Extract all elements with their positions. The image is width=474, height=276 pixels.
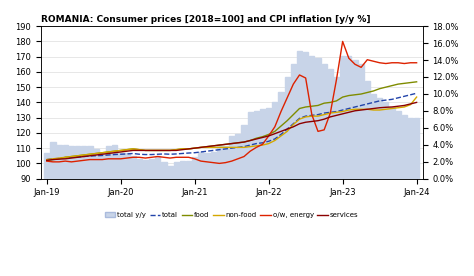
Bar bbox=[334, 77, 339, 179]
Bar bbox=[143, 160, 148, 179]
Bar bbox=[284, 77, 290, 179]
Bar bbox=[167, 166, 173, 179]
Bar bbox=[192, 156, 197, 179]
Bar bbox=[328, 68, 333, 179]
Bar bbox=[291, 64, 296, 179]
Bar bbox=[401, 115, 407, 179]
Bar bbox=[69, 147, 74, 179]
Bar bbox=[358, 64, 364, 179]
Bar bbox=[198, 152, 203, 179]
Bar bbox=[303, 52, 308, 179]
Bar bbox=[235, 134, 240, 179]
Bar bbox=[217, 147, 222, 179]
Bar bbox=[44, 153, 49, 179]
Bar bbox=[81, 146, 86, 179]
Bar bbox=[149, 159, 154, 179]
Bar bbox=[130, 156, 136, 179]
Bar bbox=[278, 92, 283, 179]
Bar bbox=[137, 159, 142, 179]
Bar bbox=[63, 145, 68, 179]
Bar bbox=[321, 64, 327, 179]
Bar bbox=[272, 102, 277, 179]
Legend: total y/y, total, food, non-food, o/w, energy, services: total y/y, total, food, non-food, o/w, e… bbox=[102, 209, 361, 221]
Bar bbox=[241, 125, 246, 179]
Bar bbox=[377, 98, 382, 179]
Bar bbox=[180, 161, 185, 179]
Bar bbox=[229, 136, 234, 179]
Bar bbox=[309, 56, 314, 179]
Bar bbox=[100, 153, 105, 179]
Bar bbox=[260, 109, 265, 179]
Bar bbox=[315, 58, 320, 179]
Bar bbox=[266, 108, 271, 179]
Bar bbox=[210, 152, 216, 179]
Bar bbox=[106, 147, 111, 179]
Text: ROMANIA: Consumer prices [2018=100] and CPI inflation [y/y %]: ROMANIA: Consumer prices [2018=100] and … bbox=[41, 15, 370, 24]
Bar bbox=[56, 145, 62, 179]
Bar bbox=[254, 111, 259, 179]
Bar bbox=[118, 153, 123, 179]
Bar bbox=[371, 94, 376, 179]
Bar bbox=[161, 162, 166, 179]
Bar bbox=[414, 118, 419, 179]
Bar bbox=[124, 153, 129, 179]
Bar bbox=[383, 102, 388, 179]
Bar bbox=[352, 60, 357, 179]
Bar bbox=[395, 111, 401, 179]
Bar bbox=[87, 146, 92, 179]
Bar bbox=[389, 107, 394, 179]
Bar bbox=[346, 56, 351, 179]
Bar bbox=[50, 142, 55, 179]
Bar bbox=[247, 112, 253, 179]
Bar bbox=[155, 156, 160, 179]
Bar bbox=[204, 153, 210, 179]
Bar bbox=[340, 56, 345, 179]
Bar bbox=[93, 149, 99, 179]
Bar bbox=[75, 147, 80, 179]
Bar bbox=[365, 81, 370, 179]
Bar bbox=[112, 145, 117, 179]
Bar bbox=[186, 161, 191, 179]
Bar bbox=[223, 146, 228, 179]
Bar bbox=[173, 162, 179, 179]
Bar bbox=[408, 118, 413, 179]
Bar bbox=[297, 51, 302, 179]
